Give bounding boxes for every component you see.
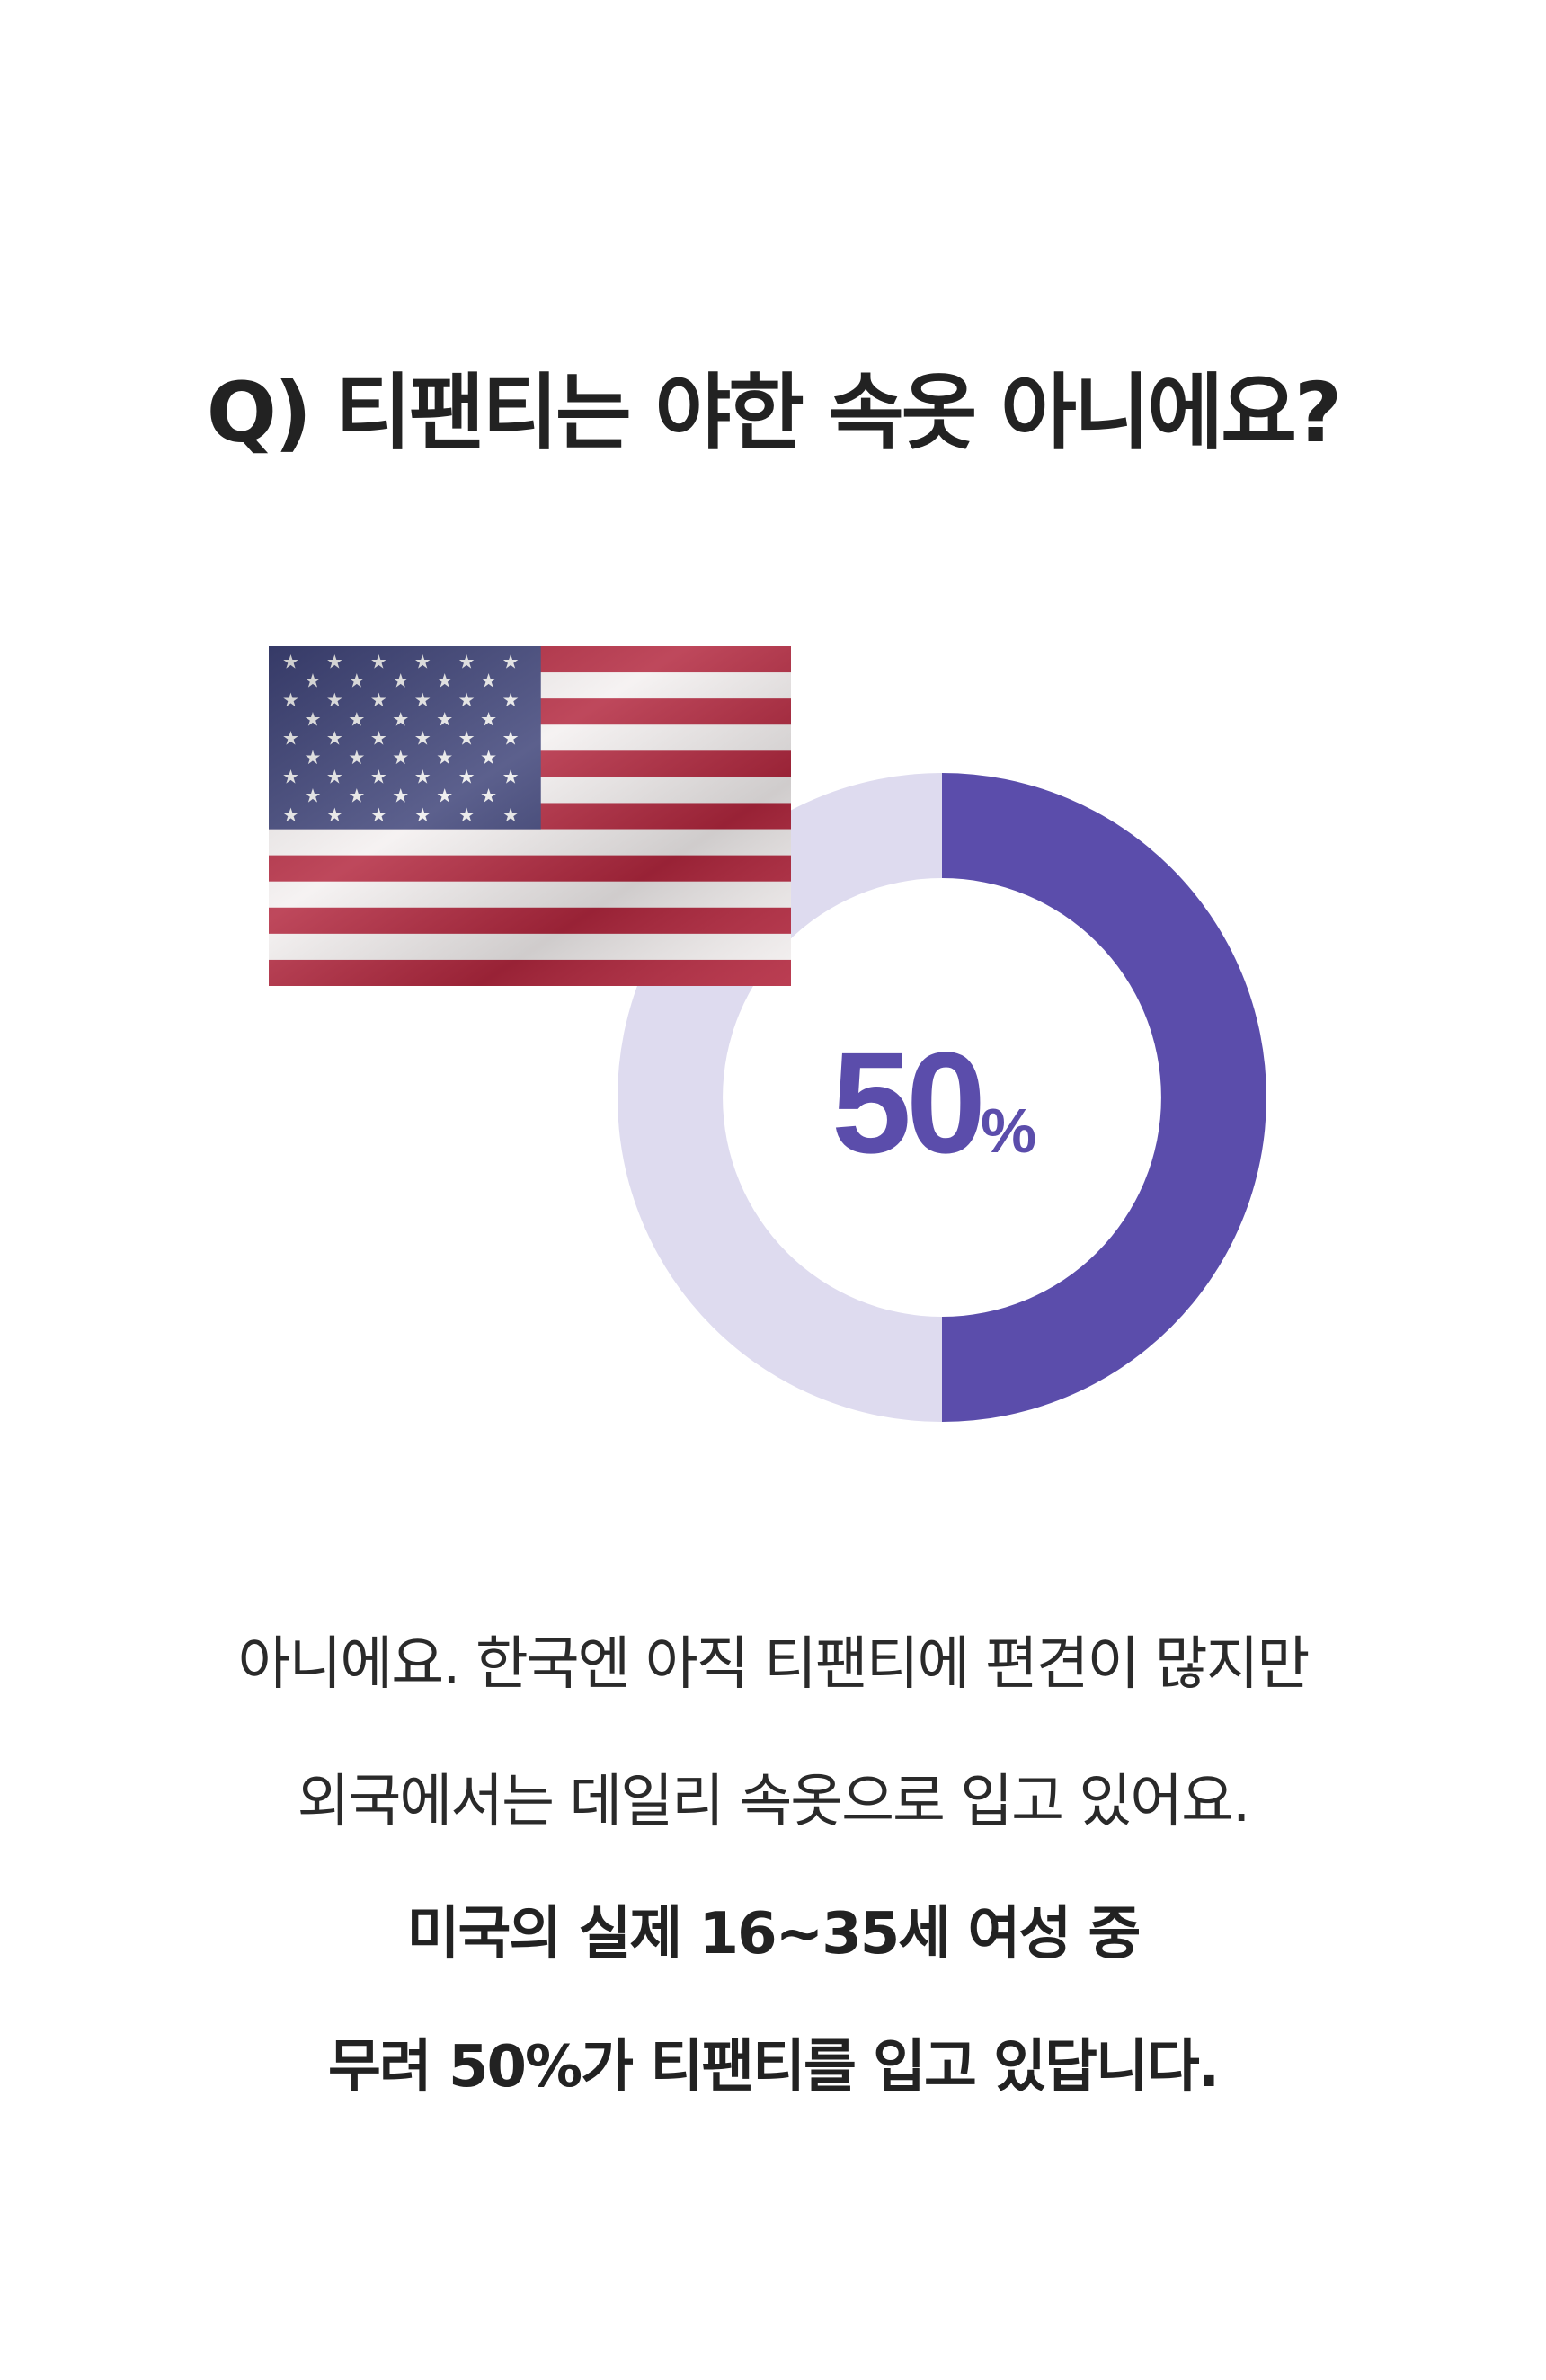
percent-number: 50 (831, 1022, 986, 1183)
donut-filled-segment (942, 773, 1266, 1422)
body-line-1: 아니에요. 한국엔 아직 티팬티에 편견이 많지만 (237, 1631, 1311, 1698)
percent-unit: % (980, 1096, 1036, 1166)
page-title: Q) 티팬티는 야한 속옷 아니에요? (206, 365, 1342, 461)
body-line-2: 외국에서는 데일리 속옷으로 입고 있어요. (297, 1769, 1251, 1835)
us-flag-image: ★★★★★★★★★★★★★★★★★★★★★★★★★★★★★★★★★★★★★★★★… (269, 646, 791, 986)
donut-value-label: 50% (831, 1020, 1036, 1186)
body-line-4-emphasis: 무려 50%가 티팬티를 입고 있답니다. (327, 2034, 1220, 2100)
body-line-3-emphasis: 미국의 실제 16~35세 여성 중 (406, 1901, 1142, 1967)
